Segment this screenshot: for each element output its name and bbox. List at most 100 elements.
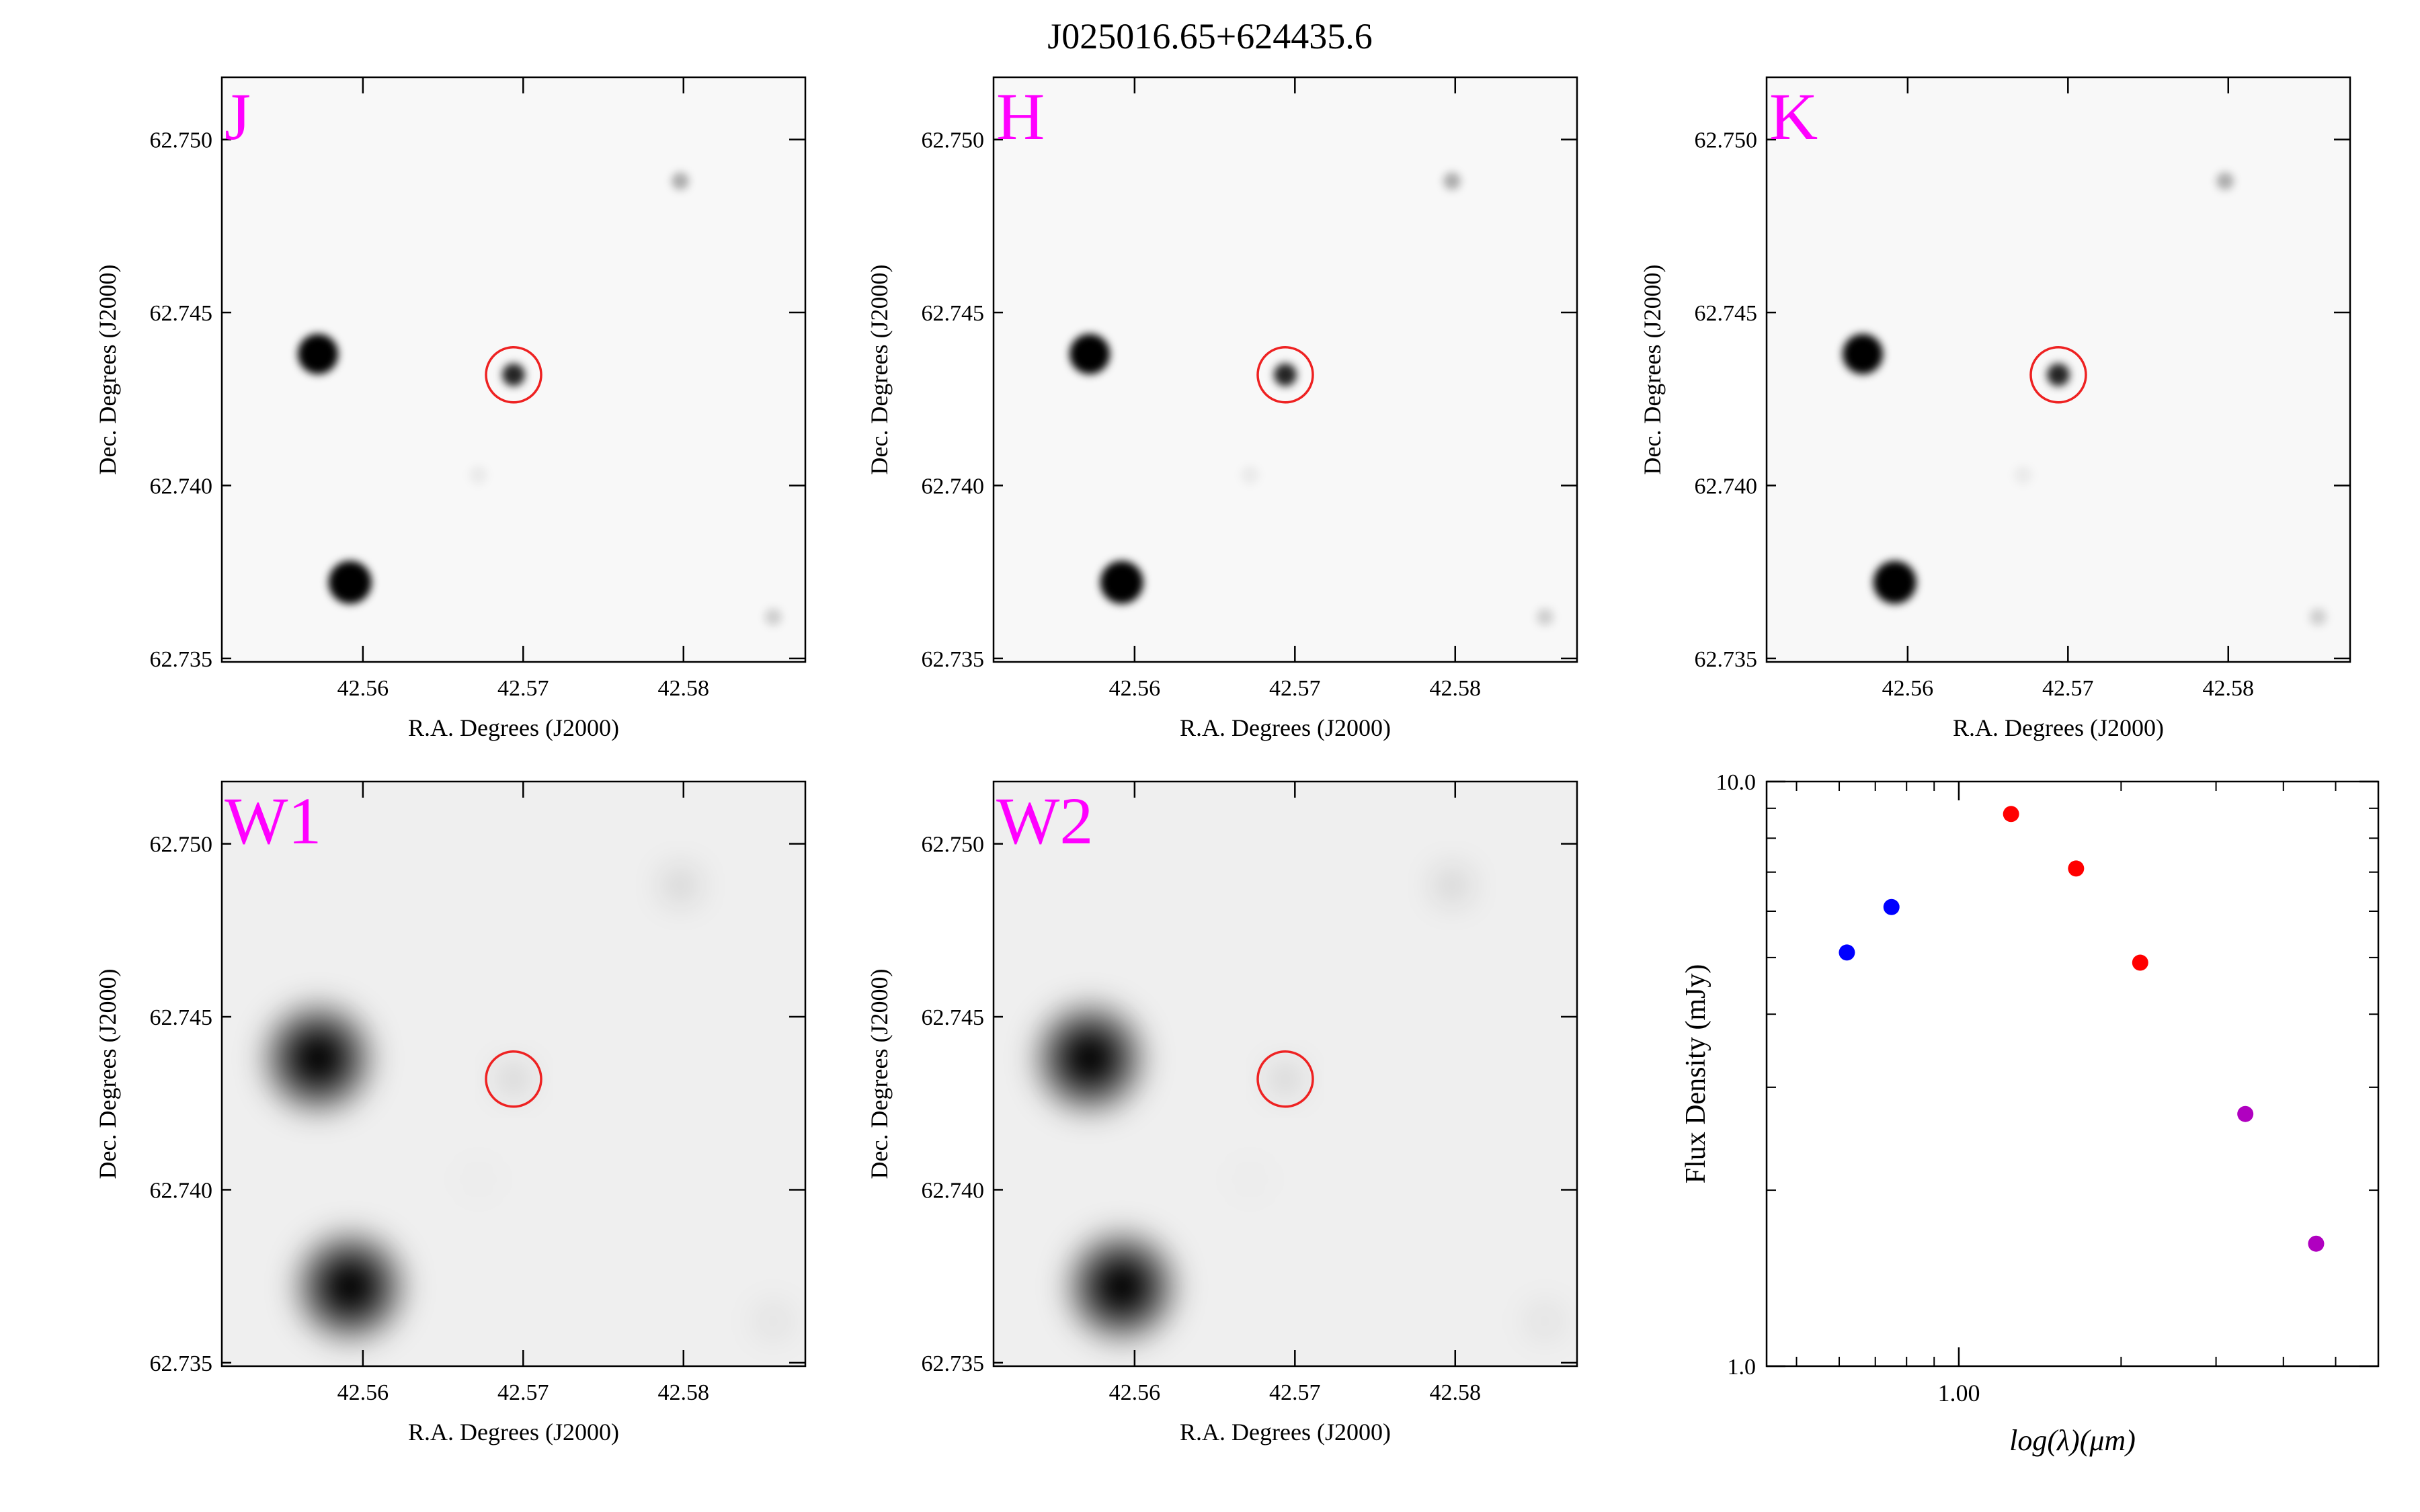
star-halo xyxy=(1067,1232,1176,1341)
sed-x-axis-label: log(λ)(μm) xyxy=(2009,1424,2136,1457)
sed-y-tick-label: 1.0 xyxy=(1728,1355,1757,1380)
star-source xyxy=(328,560,372,604)
stamp-panel-j: 42.56 42.57 42.58 62.750 62.745 62.740 62.735 R… xyxy=(94,76,807,741)
star-source xyxy=(660,865,700,906)
sed-data-point xyxy=(2068,860,2085,877)
band-label: J xyxy=(225,79,251,154)
star-source xyxy=(1843,333,1884,374)
sed-frame xyxy=(1765,780,2380,1368)
x-tick-label: 42.56 xyxy=(1882,676,1934,701)
star-field xyxy=(1843,172,2327,626)
x-axis-label: R.A. Degrees (J2000) xyxy=(1953,714,2164,741)
star-source xyxy=(2013,466,2033,485)
star-source xyxy=(1525,1301,1566,1342)
x-tick-label: 42.57 xyxy=(1269,1380,1321,1405)
star-source xyxy=(1443,172,1461,190)
star-halo xyxy=(1036,1004,1144,1112)
sed-y-tick-label: 10.0 xyxy=(1716,770,1757,795)
star-source xyxy=(1432,865,1472,906)
band-label: H xyxy=(996,79,1045,154)
sed-data-point xyxy=(2132,954,2148,971)
y-tick-label: 62.735 xyxy=(922,1351,985,1376)
star-source xyxy=(469,466,488,485)
y-tick-label: 62.740 xyxy=(150,1178,213,1203)
star-source xyxy=(496,1061,531,1097)
y-axis-label: Dec. Degrees (J2000) xyxy=(1639,265,1666,475)
x-tick-label: 42.58 xyxy=(658,1380,710,1405)
star-source xyxy=(1230,1159,1270,1200)
target-marker-circle xyxy=(485,1050,542,1108)
figure-title: J025016.65+624435.6 xyxy=(1047,16,1372,56)
stamp-frame xyxy=(992,76,1578,663)
y-tick-label: 62.745 xyxy=(150,301,213,326)
x-tick-label: 42.58 xyxy=(1430,676,1482,701)
target-marker-circle xyxy=(485,345,542,404)
x-tick-label: 42.56 xyxy=(337,676,389,701)
stamp-panel-w1: 42.56 42.57 42.58 62.750 62.745 62.740 62.735 R… xyxy=(94,780,807,1445)
y-tick-label: 62.750 xyxy=(150,128,213,153)
y-tick-label: 62.745 xyxy=(1695,301,1758,326)
x-axis-label: R.A. Degrees (J2000) xyxy=(1180,714,1391,741)
y-tick-label: 62.735 xyxy=(922,647,985,672)
y-tick-label: 62.750 xyxy=(922,833,985,857)
y-tick-label: 62.740 xyxy=(1695,474,1758,499)
y-tick-label: 62.740 xyxy=(150,474,213,499)
star-source xyxy=(1100,560,1143,604)
star-source xyxy=(2309,608,2327,626)
star-source xyxy=(2216,172,2234,190)
y-tick-label: 62.745 xyxy=(150,1005,213,1030)
star-field xyxy=(1036,865,1566,1342)
star-source xyxy=(1070,333,1111,374)
y-tick-label: 62.735 xyxy=(1695,647,1758,672)
star-source xyxy=(1536,608,1554,626)
x-axis-label: R.A. Degrees (J2000) xyxy=(408,714,619,741)
star-source xyxy=(2047,363,2070,386)
star-field xyxy=(264,865,794,1342)
y-tick-label: 62.745 xyxy=(922,1005,985,1030)
x-tick-label: 42.58 xyxy=(2203,676,2255,701)
sed-data-point xyxy=(2237,1105,2254,1122)
y-axis-label: Dec. Degrees (J2000) xyxy=(94,265,121,475)
x-tick-label: 42.56 xyxy=(1109,676,1161,701)
star-halo xyxy=(264,1004,372,1112)
band-label: W2 xyxy=(996,784,1093,858)
star-source xyxy=(672,172,689,190)
target-marker-circle xyxy=(1256,1050,1314,1108)
stamp-frame xyxy=(1765,76,2351,663)
y-tick-label: 62.740 xyxy=(922,1178,985,1203)
band-label: W1 xyxy=(225,784,321,858)
y-axis-label: Dec. Degrees (J2000) xyxy=(866,265,893,475)
sed-data-point xyxy=(2003,806,2019,823)
x-tick-label: 42.56 xyxy=(337,1380,389,1405)
x-tick-label: 42.58 xyxy=(1430,1380,1482,1405)
x-tick-label: 42.58 xyxy=(658,676,710,701)
y-tick-label: 62.735 xyxy=(150,1351,213,1376)
stamp-frame xyxy=(220,780,807,1368)
target-marker-circle xyxy=(1256,345,1314,404)
y-axis-label: Dec. Degrees (J2000) xyxy=(94,969,121,1179)
star-source xyxy=(753,1301,794,1342)
star-field xyxy=(298,172,782,626)
x-tick-label: 42.57 xyxy=(497,676,549,701)
panels-layer: 42.56 42.57 42.58 62.750 62.745 62.740 62.735 R… xyxy=(94,76,2380,1457)
star-halo xyxy=(296,1232,404,1341)
x-tick-label: 42.57 xyxy=(2042,676,2094,701)
star-source xyxy=(502,363,525,386)
sed-data-point xyxy=(1839,944,1855,961)
target-marker-circle xyxy=(2029,345,2087,404)
star-source xyxy=(1240,466,1260,485)
sed-y-axis-label: Flux Density (mJy) xyxy=(1681,964,1711,1184)
x-tick-label: 42.57 xyxy=(497,1380,549,1405)
stamp-panel-w2: 42.56 42.57 42.58 62.750 62.745 62.740 62.735 R… xyxy=(866,780,1578,1445)
star-source xyxy=(298,333,339,374)
y-tick-label: 62.750 xyxy=(922,128,985,153)
sed-panel: 1.00 10.0 1.0 log(λ)(μm) Flux Density (mJy) xyxy=(1681,770,2380,1457)
y-tick-label: 62.735 xyxy=(150,647,213,672)
star-source xyxy=(1268,1061,1303,1097)
star-source xyxy=(458,1159,499,1200)
stamp-frame xyxy=(220,76,807,663)
star-source xyxy=(764,608,782,626)
stamp-panel-k: 42.56 42.57 42.58 62.750 62.745 62.740 62.735 R… xyxy=(1639,76,2351,741)
sed-data-point xyxy=(1883,898,1900,915)
